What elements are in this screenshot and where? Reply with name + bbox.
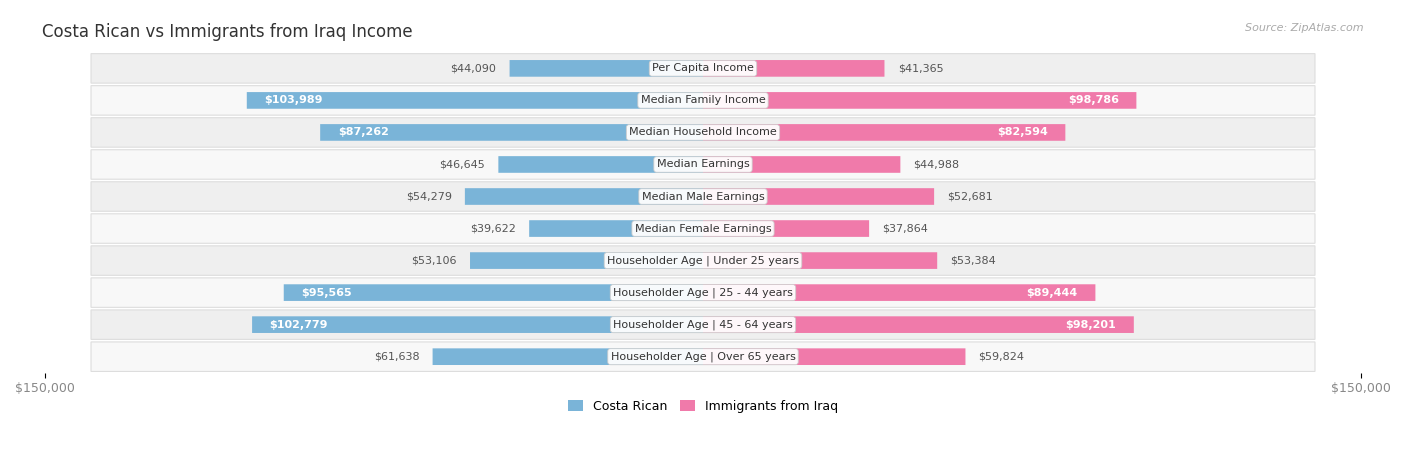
Text: Median Earnings: Median Earnings bbox=[657, 159, 749, 170]
Text: Householder Age | Over 65 years: Householder Age | Over 65 years bbox=[610, 352, 796, 362]
FancyBboxPatch shape bbox=[470, 252, 703, 269]
Text: $44,090: $44,090 bbox=[450, 64, 496, 73]
FancyBboxPatch shape bbox=[252, 316, 703, 333]
Text: $103,989: $103,989 bbox=[264, 95, 323, 106]
FancyBboxPatch shape bbox=[91, 246, 1315, 276]
FancyBboxPatch shape bbox=[91, 150, 1315, 179]
FancyBboxPatch shape bbox=[703, 252, 938, 269]
FancyBboxPatch shape bbox=[321, 124, 703, 141]
Legend: Costa Rican, Immigrants from Iraq: Costa Rican, Immigrants from Iraq bbox=[562, 395, 844, 417]
Text: $54,279: $54,279 bbox=[406, 191, 451, 202]
FancyBboxPatch shape bbox=[91, 214, 1315, 243]
Text: Per Capita Income: Per Capita Income bbox=[652, 64, 754, 73]
Text: $59,824: $59,824 bbox=[979, 352, 1025, 361]
Text: Householder Age | Under 25 years: Householder Age | Under 25 years bbox=[607, 255, 799, 266]
Text: Householder Age | 45 - 64 years: Householder Age | 45 - 64 years bbox=[613, 319, 793, 330]
Text: Median Female Earnings: Median Female Earnings bbox=[634, 224, 772, 234]
Text: $52,681: $52,681 bbox=[948, 191, 993, 202]
Text: Costa Rican vs Immigrants from Iraq Income: Costa Rican vs Immigrants from Iraq Inco… bbox=[42, 23, 413, 42]
Text: $41,365: $41,365 bbox=[897, 64, 943, 73]
FancyBboxPatch shape bbox=[703, 284, 1095, 301]
FancyBboxPatch shape bbox=[91, 118, 1315, 147]
Text: $37,864: $37,864 bbox=[883, 224, 928, 234]
Text: $98,786: $98,786 bbox=[1067, 95, 1119, 106]
Text: $61,638: $61,638 bbox=[374, 352, 419, 361]
FancyBboxPatch shape bbox=[91, 310, 1315, 340]
FancyBboxPatch shape bbox=[703, 92, 1136, 109]
Text: Median Household Income: Median Household Income bbox=[628, 127, 778, 137]
Text: $98,201: $98,201 bbox=[1066, 319, 1116, 330]
FancyBboxPatch shape bbox=[433, 348, 703, 365]
FancyBboxPatch shape bbox=[284, 284, 703, 301]
FancyBboxPatch shape bbox=[703, 156, 900, 173]
FancyBboxPatch shape bbox=[465, 188, 703, 205]
Text: $44,988: $44,988 bbox=[914, 159, 960, 170]
Text: $102,779: $102,779 bbox=[270, 319, 328, 330]
FancyBboxPatch shape bbox=[703, 60, 884, 77]
FancyBboxPatch shape bbox=[703, 188, 934, 205]
FancyBboxPatch shape bbox=[91, 182, 1315, 211]
FancyBboxPatch shape bbox=[703, 124, 1066, 141]
FancyBboxPatch shape bbox=[91, 54, 1315, 83]
Text: $53,384: $53,384 bbox=[950, 255, 995, 266]
FancyBboxPatch shape bbox=[247, 92, 703, 109]
FancyBboxPatch shape bbox=[91, 85, 1315, 115]
Text: Median Family Income: Median Family Income bbox=[641, 95, 765, 106]
FancyBboxPatch shape bbox=[91, 342, 1315, 371]
FancyBboxPatch shape bbox=[498, 156, 703, 173]
Text: $95,565: $95,565 bbox=[301, 288, 352, 297]
FancyBboxPatch shape bbox=[91, 278, 1315, 307]
Text: $87,262: $87,262 bbox=[337, 127, 388, 137]
FancyBboxPatch shape bbox=[509, 60, 703, 77]
Text: Source: ZipAtlas.com: Source: ZipAtlas.com bbox=[1246, 23, 1364, 33]
Text: $39,622: $39,622 bbox=[470, 224, 516, 234]
Text: Median Male Earnings: Median Male Earnings bbox=[641, 191, 765, 202]
Text: $89,444: $89,444 bbox=[1026, 288, 1078, 297]
FancyBboxPatch shape bbox=[703, 348, 966, 365]
Text: $82,594: $82,594 bbox=[997, 127, 1047, 137]
Text: $53,106: $53,106 bbox=[412, 255, 457, 266]
FancyBboxPatch shape bbox=[703, 316, 1133, 333]
FancyBboxPatch shape bbox=[529, 220, 703, 237]
Text: $46,645: $46,645 bbox=[440, 159, 485, 170]
FancyBboxPatch shape bbox=[703, 220, 869, 237]
Text: Householder Age | 25 - 44 years: Householder Age | 25 - 44 years bbox=[613, 287, 793, 298]
